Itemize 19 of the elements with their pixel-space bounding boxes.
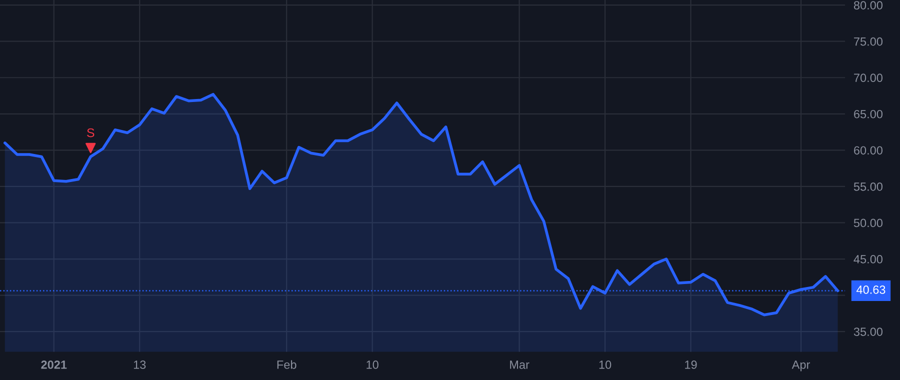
- y-tick-label: 50.00: [854, 218, 883, 228]
- ref-line-label: 40.63: [856, 286, 886, 294]
- y-tick-label: 70.00: [854, 74, 883, 82]
- y-tick-label: 80.00: [854, 1, 883, 10]
- x-tick-label: Mar: [510, 360, 530, 369]
- x-tick-label: 19: [685, 360, 697, 369]
- y-tick-label: 55.00: [854, 182, 883, 191]
- x-tick-label: Apr: [792, 360, 810, 372]
- y-tick-label: 45.00: [854, 255, 883, 264]
- y-tick-label: 60.00: [854, 146, 883, 155]
- y-tick-label: 65.00: [854, 110, 883, 118]
- x-tick-label: 2021: [41, 360, 67, 369]
- x-tick-label: 10: [366, 360, 378, 369]
- annotation: S: [87, 128, 94, 138]
- y-tick-label: 75.00: [854, 37, 883, 46]
- x-tick-label: Feb: [277, 360, 296, 369]
- x-tick-label: 10: [599, 360, 612, 369]
- y-tick-label: 35.00: [854, 328, 883, 336]
- x-tick-label: 13: [134, 360, 146, 369]
